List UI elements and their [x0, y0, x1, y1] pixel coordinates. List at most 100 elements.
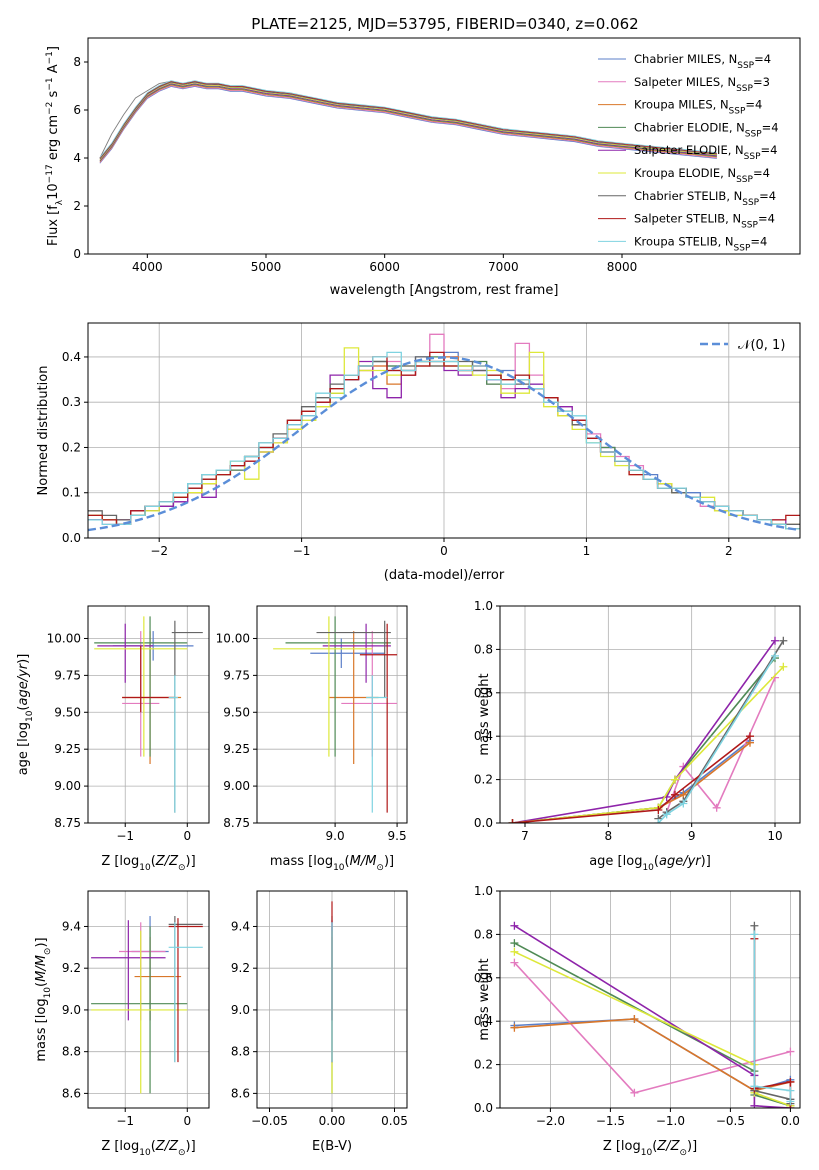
y-tick-label: 9.2	[62, 961, 81, 975]
y-tick-label: 9.4	[231, 919, 250, 933]
x-tick-label: −1.0	[656, 1114, 685, 1128]
y-tick-label: 1.0	[474, 884, 493, 898]
plot-area	[273, 616, 398, 813]
weight-series	[510, 1015, 795, 1095]
weight-marker	[712, 803, 721, 812]
y-tick-label: 1.0	[474, 599, 493, 613]
plot-area	[510, 921, 795, 1108]
histogram-step	[88, 351, 800, 530]
x-tick-label: 9.0	[326, 829, 345, 843]
legend-label: Salpeter MILES, NSSP=3	[634, 75, 770, 94]
x-tick-label: 7	[521, 829, 529, 843]
weight-marker	[630, 1015, 639, 1024]
y-tick-label: 9.4	[62, 919, 81, 933]
error-bar-point	[168, 918, 203, 1063]
error-bar-point	[316, 620, 391, 698]
weight-line	[512, 735, 751, 823]
axes-frame	[499, 890, 801, 1109]
error-bar-point	[91, 920, 166, 1021]
chart-residuals: −2 −1 0 1 2 0.0 0.1 0.2 0.3 0.4 𝒩(0, 1) (data-model…	[36, 322, 801, 583]
y-tick-label: 8.6	[62, 1086, 81, 1100]
axes-frame	[87, 605, 210, 824]
chart-age_vs_mass: 9.0 9.5 8.75 9.00 9.25 9.50 9.75 10.00	[216, 605, 408, 843]
y-tick-label: 9.0	[231, 1003, 250, 1017]
y-tick-label: 9.75	[54, 668, 81, 682]
y-tick-label: 9.00	[54, 779, 81, 793]
x-axis-label: Z [log10(Z/Z⊙)]	[101, 854, 195, 873]
weight-series	[750, 930, 795, 1106]
weight-line	[513, 962, 791, 1094]
error-bar-point	[122, 645, 175, 713]
x-tick-label: 0	[183, 829, 191, 843]
y-tick-label: 9.75	[223, 668, 250, 682]
y-axis-label: mass weight	[477, 673, 492, 755]
weight-marker	[510, 921, 519, 930]
y-tick-label: 8.75	[223, 816, 250, 830]
axes-frame	[87, 890, 210, 1109]
figure-title: PLATE=2125, MJD=53795, FIBERID=0340, z=0…	[251, 15, 638, 33]
y-tick-label: 8.8	[62, 1045, 81, 1059]
x-tick-label: −1	[116, 829, 134, 843]
y-tick-label: 0.0	[474, 1101, 493, 1115]
chart-age_vs_Z: −1 0 8.75 9.00 9.25 9.50 9.75 10.00	[47, 605, 210, 843]
weight-line	[514, 1018, 791, 1092]
y-tick-label: 0.6	[474, 686, 493, 700]
x-tick-label: −0.05	[251, 1114, 288, 1128]
y-tick-label: 0.4	[62, 350, 81, 364]
y-tick-label: 2	[73, 199, 81, 213]
model-spectrum-line	[99, 84, 717, 163]
legend-label: Chabrier ELODIE, NSSP=4	[634, 120, 779, 139]
y-tick-label: 0.1	[62, 486, 81, 500]
x-tick-label: 5000	[251, 260, 282, 274]
axes-frame	[499, 605, 801, 824]
plot-area	[88, 333, 800, 532]
legend-label: Kroupa STELIB, NSSP=4	[634, 234, 767, 253]
error-bar-point	[94, 616, 188, 757]
x-tick-label: 4000	[132, 260, 163, 274]
error-bar-point	[273, 616, 373, 757]
x-tick-label: 0.00	[319, 1114, 346, 1128]
y-tick-label: 0.3	[62, 395, 81, 409]
y-tick-label: 9.00	[223, 779, 250, 793]
weight-marker	[786, 1047, 795, 1056]
error-bar-point	[322, 623, 391, 683]
weight-marker	[779, 636, 788, 645]
x-tick-label: 0.0	[781, 1114, 800, 1128]
y-tick-label: 9.50	[223, 705, 250, 719]
plot-area	[94, 616, 203, 813]
error-bar-point	[366, 675, 388, 813]
weight-marker	[679, 799, 688, 808]
model-spectrum-line	[99, 82, 717, 160]
y-axis-label: Normed distribution	[36, 366, 51, 496]
y-tick-label: 8.75	[54, 816, 81, 830]
x-axis-label: E(B-V)	[312, 1139, 352, 1154]
y-tick-label: 0.2	[474, 773, 493, 787]
y-tick-label: 0.0	[62, 531, 81, 545]
weight-marker	[671, 775, 679, 784]
y-tick-label: 0.4	[474, 1014, 493, 1028]
weight-series	[508, 738, 754, 823]
x-tick-label: −0.5	[716, 1114, 745, 1128]
x-tick-label: −2	[150, 544, 168, 558]
y-axis-label: mass weight	[477, 958, 492, 1040]
weight-marker	[750, 921, 759, 930]
x-tick-label: −1	[293, 544, 311, 558]
x-axis-label: mass [log10(M/M⊙)]	[270, 854, 394, 873]
x-tick-label: 9	[688, 829, 696, 843]
error-bar-point	[359, 623, 398, 813]
legend-label: 𝒩(0, 1)	[738, 338, 785, 353]
error-bar-point	[119, 922, 166, 1021]
weight-marker	[746, 732, 754, 741]
weight-line	[514, 951, 791, 1107]
y-tick-label: 10.00	[47, 631, 81, 645]
legend-label: Chabrier STELIB, NSSP=4	[634, 189, 776, 208]
legend-label: Salpeter STELIB, NSSP=4	[634, 212, 775, 231]
y-tick-label: 4	[73, 151, 81, 165]
y-tick-label: 8.8	[231, 1045, 250, 1059]
weight-marker	[750, 1082, 759, 1091]
weight-marker	[630, 1088, 639, 1097]
y-axis-label: Flux [fλ10−17 erg cm−2 s−1 A−1]	[45, 46, 65, 246]
y-tick-label: 9.2	[231, 961, 250, 975]
weight-marker	[671, 790, 679, 799]
